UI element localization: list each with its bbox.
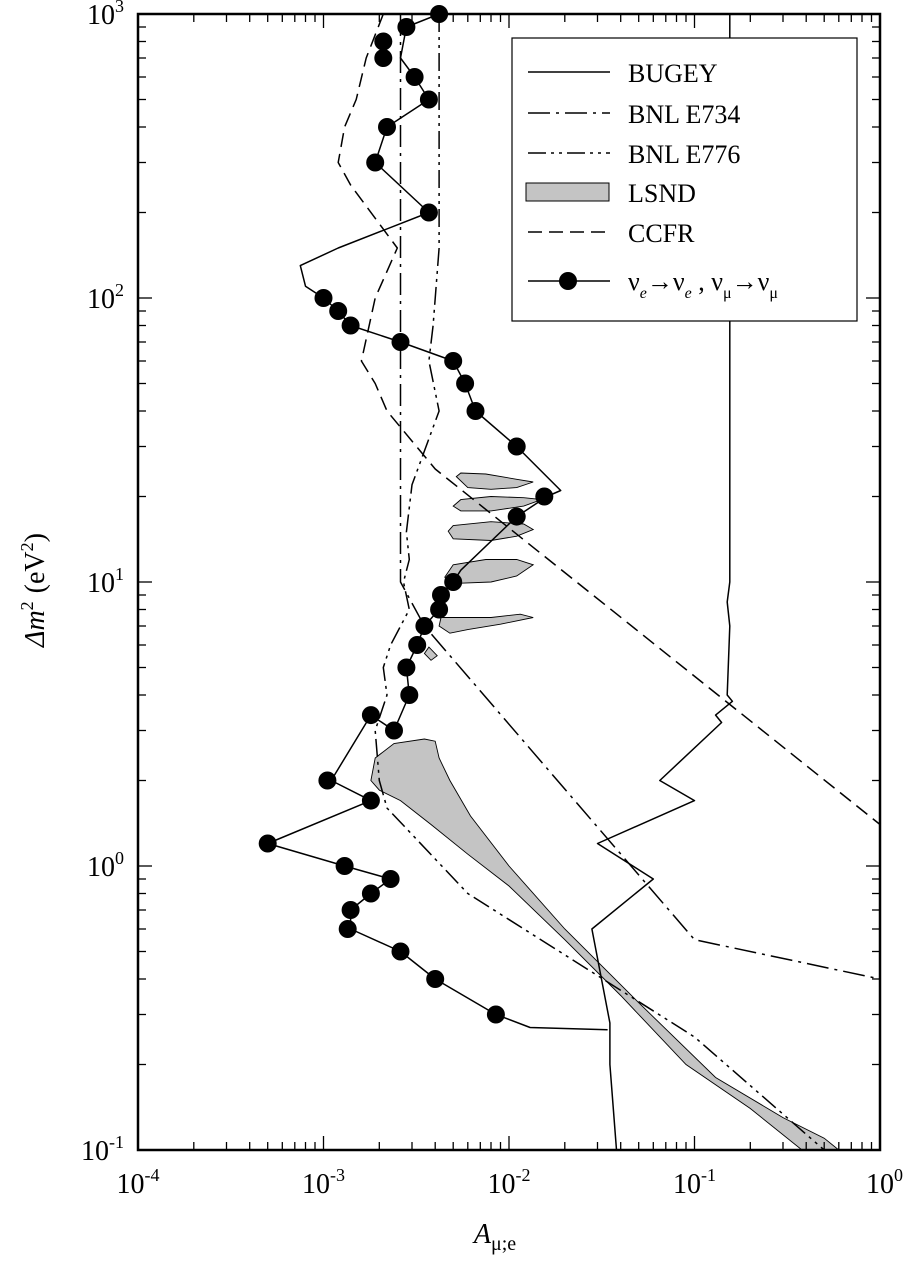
legend-entry-lsnd: LSND [525,179,696,208]
data-point-disappearance-24 [408,636,427,654]
y-tick-label: 101 [87,564,124,599]
data-point-disappearance-20 [444,573,463,591]
data-point-disappearance-29 [318,771,337,790]
data-point-disappearance-12 [341,316,360,335]
x-tick-label: 10-1 [673,1165,716,1200]
legend-entry-bnl-e776: BNL E776 [528,140,740,169]
legend-label-bugey: BUGEY [628,59,718,88]
legend-label-ccfr: CCFR [628,219,695,248]
legend-swatch-disappearance-marker [559,272,577,290]
data-point-disappearance-23 [415,617,434,635]
data-point-disappearance-17 [507,437,526,456]
series-line-bugey [591,14,734,1150]
data-point-disappearance-14 [444,352,463,370]
data-point-disappearance-18 [535,487,554,506]
data-point-disappearance-28 [385,721,403,740]
lsnd-region-4 [447,521,535,541]
lsnd-region-7 [423,646,438,661]
data-point-disappearance-31 [258,834,277,853]
data-point-disappearance-6 [419,90,438,109]
data-point-disappearance-39 [486,1005,505,1024]
legend-label-bnl-e776: BNL E776 [628,140,740,169]
plot-frame [136,12,882,1152]
series-line-ccfr [337,14,880,826]
x-tick-label: 10-2 [488,1165,531,1200]
data-point-disappearance-27 [361,706,380,725]
data-point-disappearance-33 [381,870,400,888]
lsnd-regions [370,472,840,1150]
data-point-disappearance-4 [374,49,393,67]
legend-swatch-lsnd [525,182,610,202]
lsnd-region-1 [370,738,840,1150]
lsnd-region-2 [455,472,534,490]
data-point-disappearance-5 [405,68,424,86]
legend: BUGEY BNL E734 BNL E776 LSND CCFR νe→νe … [511,37,858,322]
x-tick-label: 10-3 [302,1165,345,1200]
x-tick-label: 100 [866,1165,903,1200]
legend-label-bnl-e734: BNL E734 [628,100,740,129]
data-point-disappearance-37 [391,942,410,961]
y-tick-label: 10-1 [81,1132,124,1167]
data-point-disappearance-36 [338,920,357,938]
axis-ticks [137,13,881,1151]
data-point-disappearance-19 [507,507,526,526]
data-point-disappearance-30 [361,791,380,810]
data-point-disappearance-21 [432,586,450,604]
data-point-disappearance-8 [366,153,385,172]
legend-label-disappearance: νe→νe , νμ→νμ [628,267,778,302]
data-point-disappearance-16 [466,402,485,420]
series-line-bnl-e734 [399,14,880,980]
data-point-disappearance-10 [314,289,333,307]
legend-entry-disappearance: νe→νe , νμ→νμ [528,267,778,302]
data-point-disappearance-3 [374,32,393,51]
data-point-disappearance-11 [329,302,348,320]
data-point-disappearance-7 [378,118,396,136]
data-point-disappearance-9 [419,203,438,222]
legend-entry-ccfr: CCFR [528,219,695,248]
y-tick-label: 103 [87,0,124,31]
data-point-disappearance-34 [361,884,380,903]
lsnd-region-6 [438,613,534,634]
x-tick-label: 10-4 [117,1165,160,1200]
data-point-disappearance-22 [430,600,449,619]
y-axis-label: Δm2(eV2) [17,533,51,648]
x-axis-label: Aμ;e [472,1219,516,1255]
data-point-disappearance-13 [391,333,410,351]
tick-labels: 10-4 10-3 10-2 10-1 100 10-1 100 101 102 103 [81,0,903,1200]
data-point-disappearance-2 [397,18,416,36]
data-point-disappearance-25 [397,658,416,677]
legend-entry-bugey: BUGEY [528,59,718,88]
data-point-disappearance-26 [400,686,419,704]
data-point-disappearance-35 [341,901,360,919]
y-tick-label: 102 [87,280,124,315]
data-point-disappearance-38 [426,970,445,988]
data-point-disappearance-15 [456,374,475,393]
legend-entry-bnl-e734: BNL E734 [528,100,740,129]
series-line-bnl-e776 [374,14,825,1150]
series-lines [266,14,880,1150]
data-point-disappearance-32 [335,857,354,875]
legend-label-lsnd: LSND [628,179,696,208]
y-tick-label: 100 [87,848,124,883]
